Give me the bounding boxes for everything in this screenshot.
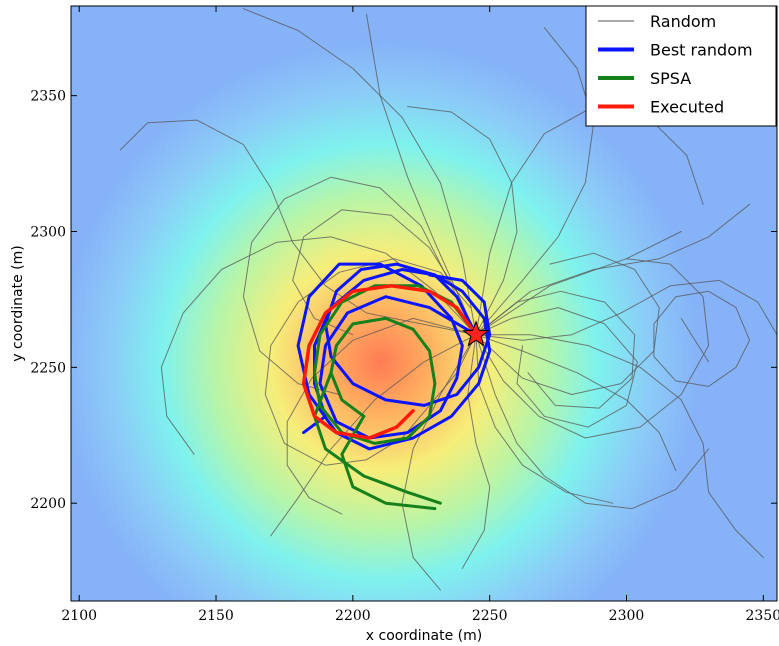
x-axis-label: x coordinate (m) bbox=[366, 628, 482, 644]
legend-label: Random bbox=[650, 12, 716, 31]
x-tick-label: 2300 bbox=[609, 608, 645, 624]
y-tick-label: 2300 bbox=[30, 225, 66, 241]
x-tick-label: 2250 bbox=[472, 608, 508, 624]
y-tick-label: 2250 bbox=[30, 360, 66, 376]
legend-label: Executed bbox=[650, 98, 724, 117]
y-axis-label: y coordinate (m) bbox=[10, 245, 26, 361]
legend-label: Best random bbox=[650, 41, 753, 60]
y-tick-label: 2200 bbox=[30, 496, 66, 512]
legend-label: SPSA bbox=[650, 69, 691, 88]
x-tick-label: 2350 bbox=[745, 608, 779, 624]
x-tick-label: 2200 bbox=[335, 608, 371, 624]
y-tick-label: 2350 bbox=[30, 89, 66, 105]
x-tick-label: 2150 bbox=[198, 608, 234, 624]
x-tick-label: 2100 bbox=[61, 608, 97, 624]
legend: Random Best random SPSA Executed bbox=[586, 6, 776, 126]
